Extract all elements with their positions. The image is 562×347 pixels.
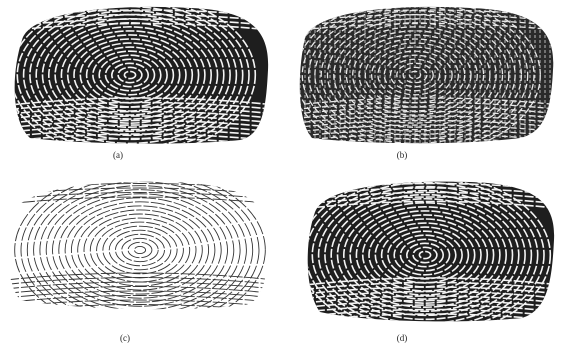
panel-label: (d) — [397, 333, 408, 343]
fingerprint-c — [0, 169, 280, 330]
panel-label: (a) — [113, 150, 123, 160]
figure: (a) (b) (c) (d) — [0, 0, 562, 347]
fingerprint-d — [300, 174, 562, 335]
fingerprint-a — [0, 0, 280, 156]
fingerprint-b — [290, 0, 562, 156]
panel-label: (c) — [120, 333, 130, 343]
panel-label: (b) — [397, 150, 408, 160]
ridge — [10, 1, 275, 8]
